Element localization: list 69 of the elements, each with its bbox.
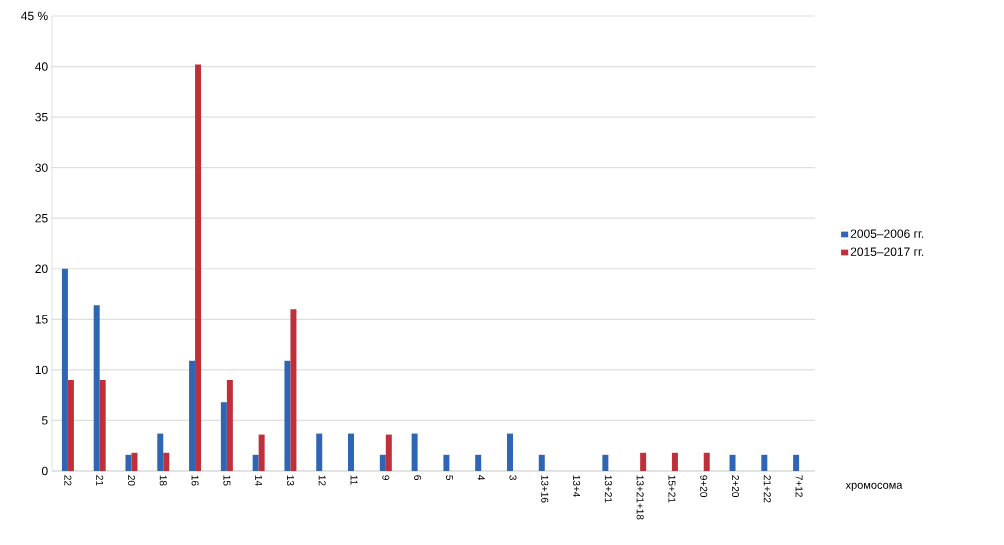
- legend-label: 2015–2017 гг.: [850, 247, 924, 256]
- bar: [284, 360, 291, 471]
- bar: [61, 268, 68, 471]
- legend-label: 2005–2006 гг.: [850, 229, 924, 238]
- bar: [290, 309, 297, 471]
- x-tick-label: 20: [127, 475, 136, 486]
- x-tick-label: 7+12: [795, 475, 803, 497]
- x-tick-label: 13+16: [541, 475, 549, 503]
- x-tick-label: 9: [382, 475, 390, 480]
- bar: [195, 64, 202, 471]
- bar: [258, 434, 265, 471]
- bar: [157, 433, 164, 471]
- bar: [125, 454, 132, 471]
- bar: [411, 433, 418, 471]
- x-tick-label: 2+20: [731, 475, 740, 497]
- x-tick-label: 6: [414, 475, 422, 480]
- x-tick-label: 15: [223, 475, 231, 486]
- bar: [671, 452, 678, 471]
- x-tick-label: 13+4: [573, 475, 581, 498]
- x-tick-label: 21+22: [763, 475, 771, 503]
- x-tick-label: 4: [477, 475, 485, 481]
- y-tick-label: 30: [35, 163, 48, 172]
- y-tick-label: 35: [35, 112, 48, 122]
- bar: [729, 454, 736, 471]
- x-tick-label: 13+21+18: [636, 475, 644, 520]
- y-tick-label: 15: [35, 315, 48, 324]
- bar: [67, 379, 74, 471]
- x-tick-label: 13: [286, 475, 294, 486]
- bar: [385, 434, 392, 471]
- bar: [189, 360, 196, 471]
- x-tick-label: 14: [255, 475, 263, 486]
- x-tick-label: 12: [318, 475, 326, 486]
- x-tick-label: 5: [445, 475, 453, 480]
- x-tick-label: 15+21: [668, 475, 676, 503]
- bar: [163, 452, 170, 471]
- x-tick-label: 3: [509, 475, 517, 480]
- y-tick-label: 10: [35, 365, 48, 375]
- bar: [475, 454, 482, 471]
- bar: [761, 454, 768, 471]
- x-tick-label: 21: [96, 475, 104, 486]
- bar: [640, 452, 647, 471]
- y-tick-label: 25: [35, 213, 48, 223]
- bar: [538, 454, 545, 471]
- x-tick-label: 18: [159, 475, 167, 486]
- x-tick-label: 11: [350, 475, 358, 485]
- bar: [99, 379, 106, 471]
- bar: [793, 454, 800, 471]
- bar: [226, 379, 233, 471]
- bar: [252, 454, 259, 471]
- x-axis-title: хромосома: [845, 482, 903, 492]
- bar: [131, 452, 138, 471]
- x-tick-label: 16: [191, 475, 199, 486]
- bar: [443, 454, 450, 471]
- x-tick-label: 22: [64, 475, 72, 486]
- bar: [506, 433, 513, 471]
- bar: [316, 433, 323, 471]
- bar: [348, 433, 355, 471]
- y-tick-label: 45 %: [21, 11, 48, 21]
- bar: [602, 454, 609, 471]
- y-tick-label: 40: [35, 62, 48, 71]
- x-tick-label: 13+21: [604, 475, 612, 503]
- bar: [379, 454, 386, 471]
- x-tick-label: 9+20: [700, 475, 708, 497]
- bar: [220, 402, 227, 471]
- bar: [93, 305, 100, 471]
- y-tick-label: 20: [35, 264, 48, 274]
- bar: [703, 452, 710, 471]
- y-tick-label: 5: [41, 416, 48, 425]
- y-tick-label: 0: [41, 466, 48, 476]
